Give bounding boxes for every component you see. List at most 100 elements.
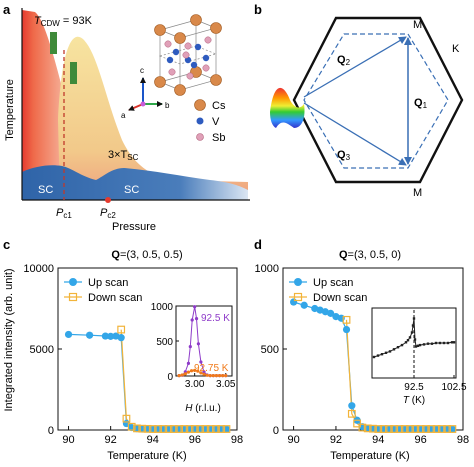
down-scan-point: [347, 409, 356, 418]
inset-series-point: [196, 342, 200, 346]
down-scan-point: [400, 425, 409, 433]
inset-d-point: [396, 346, 400, 349]
down-scan-point: [159, 425, 168, 433]
panel-b-letter: b: [254, 2, 262, 17]
inset-d-point: [406, 339, 410, 342]
down-scan-point: [122, 414, 131, 423]
v-atom: [202, 54, 210, 62]
cs-atom: [154, 76, 166, 88]
axis-c-label: c: [140, 66, 144, 75]
axis-a-label: a: [121, 111, 126, 120]
panel-c: c Q=(3, 0.5, 0.5) Integrated intensity (…: [3, 237, 243, 462]
q2-label: Q2: [337, 54, 351, 67]
inset-d-point: [422, 343, 426, 346]
inset-series-point: [199, 371, 203, 375]
legend-down-label: Down scan: [88, 292, 142, 304]
x-tick-label: 90: [62, 434, 74, 446]
down-scan-point: [406, 425, 414, 433]
pc1-label: Pc1: [56, 207, 72, 220]
panel-c-title: Q=(3, 0.5, 0.5): [111, 249, 182, 261]
panel-d-letter: d: [254, 237, 262, 252]
inset-series-point: [186, 361, 191, 365]
tcdw-label: TCDW = 93K: [34, 15, 93, 28]
inset-x-tick-label: 102.5: [441, 382, 466, 393]
down-scan-point: [427, 425, 436, 433]
inset-series-point: [196, 369, 200, 373]
down-scan-point: [175, 425, 183, 433]
three-tsc-label: 3×TSC: [108, 149, 139, 162]
down-scan-point: [117, 325, 126, 334]
legend-up-label: Up scan: [313, 277, 353, 289]
x-tick-label: 92: [105, 434, 117, 446]
green-marker-1: [50, 32, 57, 54]
inset-series-point: [205, 373, 209, 377]
sb-atom: [164, 40, 172, 48]
inset-x-tick-label: 92.5: [404, 382, 424, 393]
y-tick-label: 10000: [23, 263, 54, 275]
legend-cs-label: Cs: [212, 100, 226, 112]
down-scan-point: [217, 425, 226, 433]
up-scan-point: [85, 331, 94, 339]
inset-d-point: [416, 344, 420, 347]
inset-d-point: [400, 343, 404, 347]
inset-y-tick-label: 1000: [151, 302, 174, 313]
inset-d-point: [430, 342, 434, 345]
inset-d-point: [434, 341, 438, 345]
q2-arrow: [303, 36, 407, 98]
inset-x-tick-label: 3.05: [216, 379, 236, 390]
inset-series-point: [211, 374, 215, 378]
inset-series-point: [180, 373, 184, 377]
pc2-label: Pc2: [100, 207, 116, 220]
down-scan-point: [185, 425, 194, 433]
inset-d-point: [446, 341, 450, 345]
v-atom: [190, 61, 198, 69]
x-tick-label: 96: [415, 434, 427, 446]
sb-atom: [186, 72, 194, 80]
inset-series-point: [177, 374, 181, 378]
legend-down-marker: [68, 292, 78, 302]
inset-series-point: [224, 374, 228, 378]
up-scan-point: [64, 330, 73, 339]
cs-atom-icon: [194, 99, 206, 111]
down-scan-point: [416, 425, 425, 433]
x-tick-label: 94: [147, 434, 159, 446]
legend-down-marker: [293, 292, 303, 302]
panel-d-title: Q=(3, 0.5, 0): [339, 249, 401, 261]
up-scan-point: [117, 334, 125, 342]
down-scan-point: [432, 425, 441, 433]
cs-atom: [190, 14, 202, 26]
inset-d-point: [411, 324, 415, 327]
crystal-atoms: [154, 14, 222, 96]
inset-series-point: [186, 370, 191, 374]
down-scan-point: [422, 425, 430, 433]
v-atom: [194, 43, 202, 51]
y-tick-label: 500: [261, 344, 279, 356]
cs-atom: [174, 84, 186, 96]
q3-arrow: [303, 102, 407, 166]
cs-atom: [174, 32, 186, 44]
y-tick-label: 0: [48, 425, 54, 437]
panel-c-ylabel: Integrated intensity (arb. unit): [3, 268, 15, 411]
inset-d-point: [450, 341, 454, 344]
inset-series-point: [190, 318, 194, 322]
up-scan-point: [107, 332, 115, 340]
k-label: K: [452, 43, 460, 55]
inset-series-point: [221, 374, 225, 378]
legend-up-label: Up scan: [88, 277, 128, 289]
sb-atom: [184, 42, 192, 50]
inset-d-point: [452, 341, 456, 344]
inset-series-point: [194, 317, 199, 321]
sc-region: [22, 165, 248, 200]
v-atom: [166, 56, 174, 64]
inset-y-tick-label: 500: [156, 337, 173, 348]
legend-up-marker: [294, 278, 302, 286]
legend-down-label: Down scan: [313, 292, 367, 304]
down-scan-point: [374, 425, 383, 433]
inset-x-tick-label: 3.00: [185, 379, 205, 390]
inset-d-point: [442, 341, 446, 345]
up-scan-point: [342, 325, 351, 334]
band-saddle-icon: [270, 87, 305, 128]
